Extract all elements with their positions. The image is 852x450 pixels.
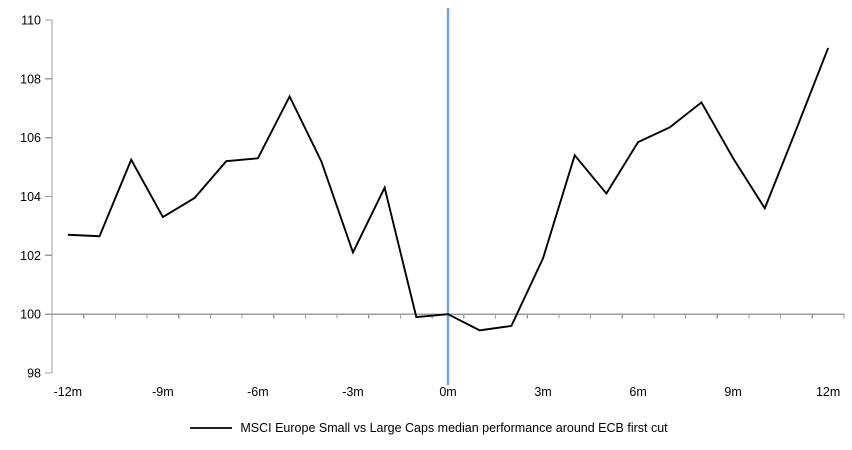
y-tick-label: 110: [21, 14, 41, 28]
y-tick-label: 108: [20, 72, 41, 86]
y-tick-label: 98: [27, 367, 41, 381]
plot-area: 98 100 102 104 106 108 110 -12m -9m -6m -3m 0m 3m 6m 9…: [20, 8, 845, 399]
x-axis-label: 9m: [724, 385, 741, 399]
x-axis-label: 12m: [816, 385, 840, 399]
y-tick-label: 104: [20, 190, 41, 204]
y-tick-label: 102: [20, 249, 41, 263]
x-axis-label: -3m: [342, 385, 364, 399]
x-axis-label: -6m: [247, 385, 269, 399]
legend-label: MSCI Europe Small vs Large Caps median p…: [240, 421, 668, 435]
chart-legend: MSCI Europe Small vs Large Caps median p…: [190, 421, 668, 435]
x-axis-label: 0m: [439, 385, 456, 399]
x-axis-label: 3m: [534, 385, 551, 399]
data-series-line: [67, 47, 830, 332]
y-tick-label: 100: [20, 308, 41, 322]
x-axis-label: 6m: [629, 385, 646, 399]
y-tick-label: 106: [20, 131, 41, 145]
x-axis-label: -9m: [152, 385, 174, 399]
x-axis-label: -12m: [54, 385, 82, 399]
